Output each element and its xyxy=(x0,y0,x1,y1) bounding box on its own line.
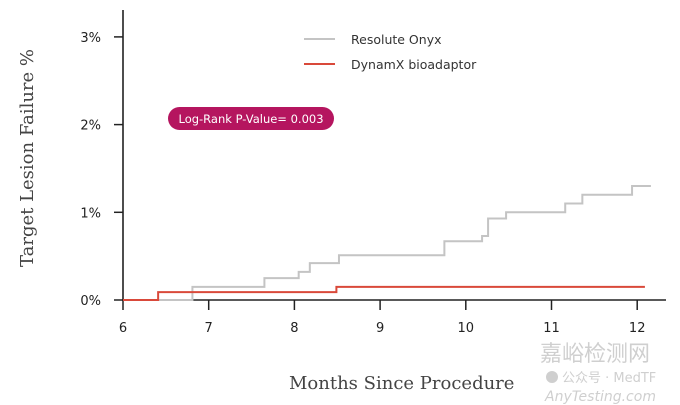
log-rank-annotation: Log-Rank P-Value= 0.003 xyxy=(168,107,334,130)
axes xyxy=(122,10,666,301)
wechat-icon xyxy=(546,371,558,383)
x-tick-label: 8 xyxy=(290,321,298,336)
series-line-resolute-onyx xyxy=(123,184,651,301)
x-tick-label: 10 xyxy=(458,321,475,336)
y-tick-label: 2% xyxy=(80,119,101,134)
y-tick-label: 1% xyxy=(80,206,101,221)
x-tick-label: 7 xyxy=(205,321,213,336)
x-tick-label: 9 xyxy=(376,321,384,336)
x-tick-label: 6 xyxy=(119,321,127,336)
watermark-title: 嘉峪检测网 xyxy=(540,342,650,367)
legend-label-resolute-onyx: Resolute Onyx xyxy=(351,32,442,47)
y-axis-label: Target Lesion Failure % xyxy=(17,49,38,267)
x-tick-label: 11 xyxy=(543,321,560,336)
y-tick-label: 0% xyxy=(80,294,101,309)
watermark: 嘉峪检测网 公众号 · MedTF AnyTesting.com xyxy=(540,342,656,405)
series-line-dynamx-bioadaptor xyxy=(123,285,645,301)
watermark-account: 公众号 · MedTF xyxy=(562,371,656,386)
watermark-site: AnyTesting.com xyxy=(544,389,656,405)
log-rank-text: Log-Rank P-Value= 0.003 xyxy=(178,112,323,126)
legend: Resolute Onyx DynamX bioadaptor xyxy=(304,32,477,72)
x-tick-label: 12 xyxy=(629,321,646,336)
x-axis-label: Months Since Procedure xyxy=(289,373,514,394)
y-tick-label: 3% xyxy=(80,31,101,46)
legend-label-dynamx: DynamX bioadaptor xyxy=(351,57,477,72)
